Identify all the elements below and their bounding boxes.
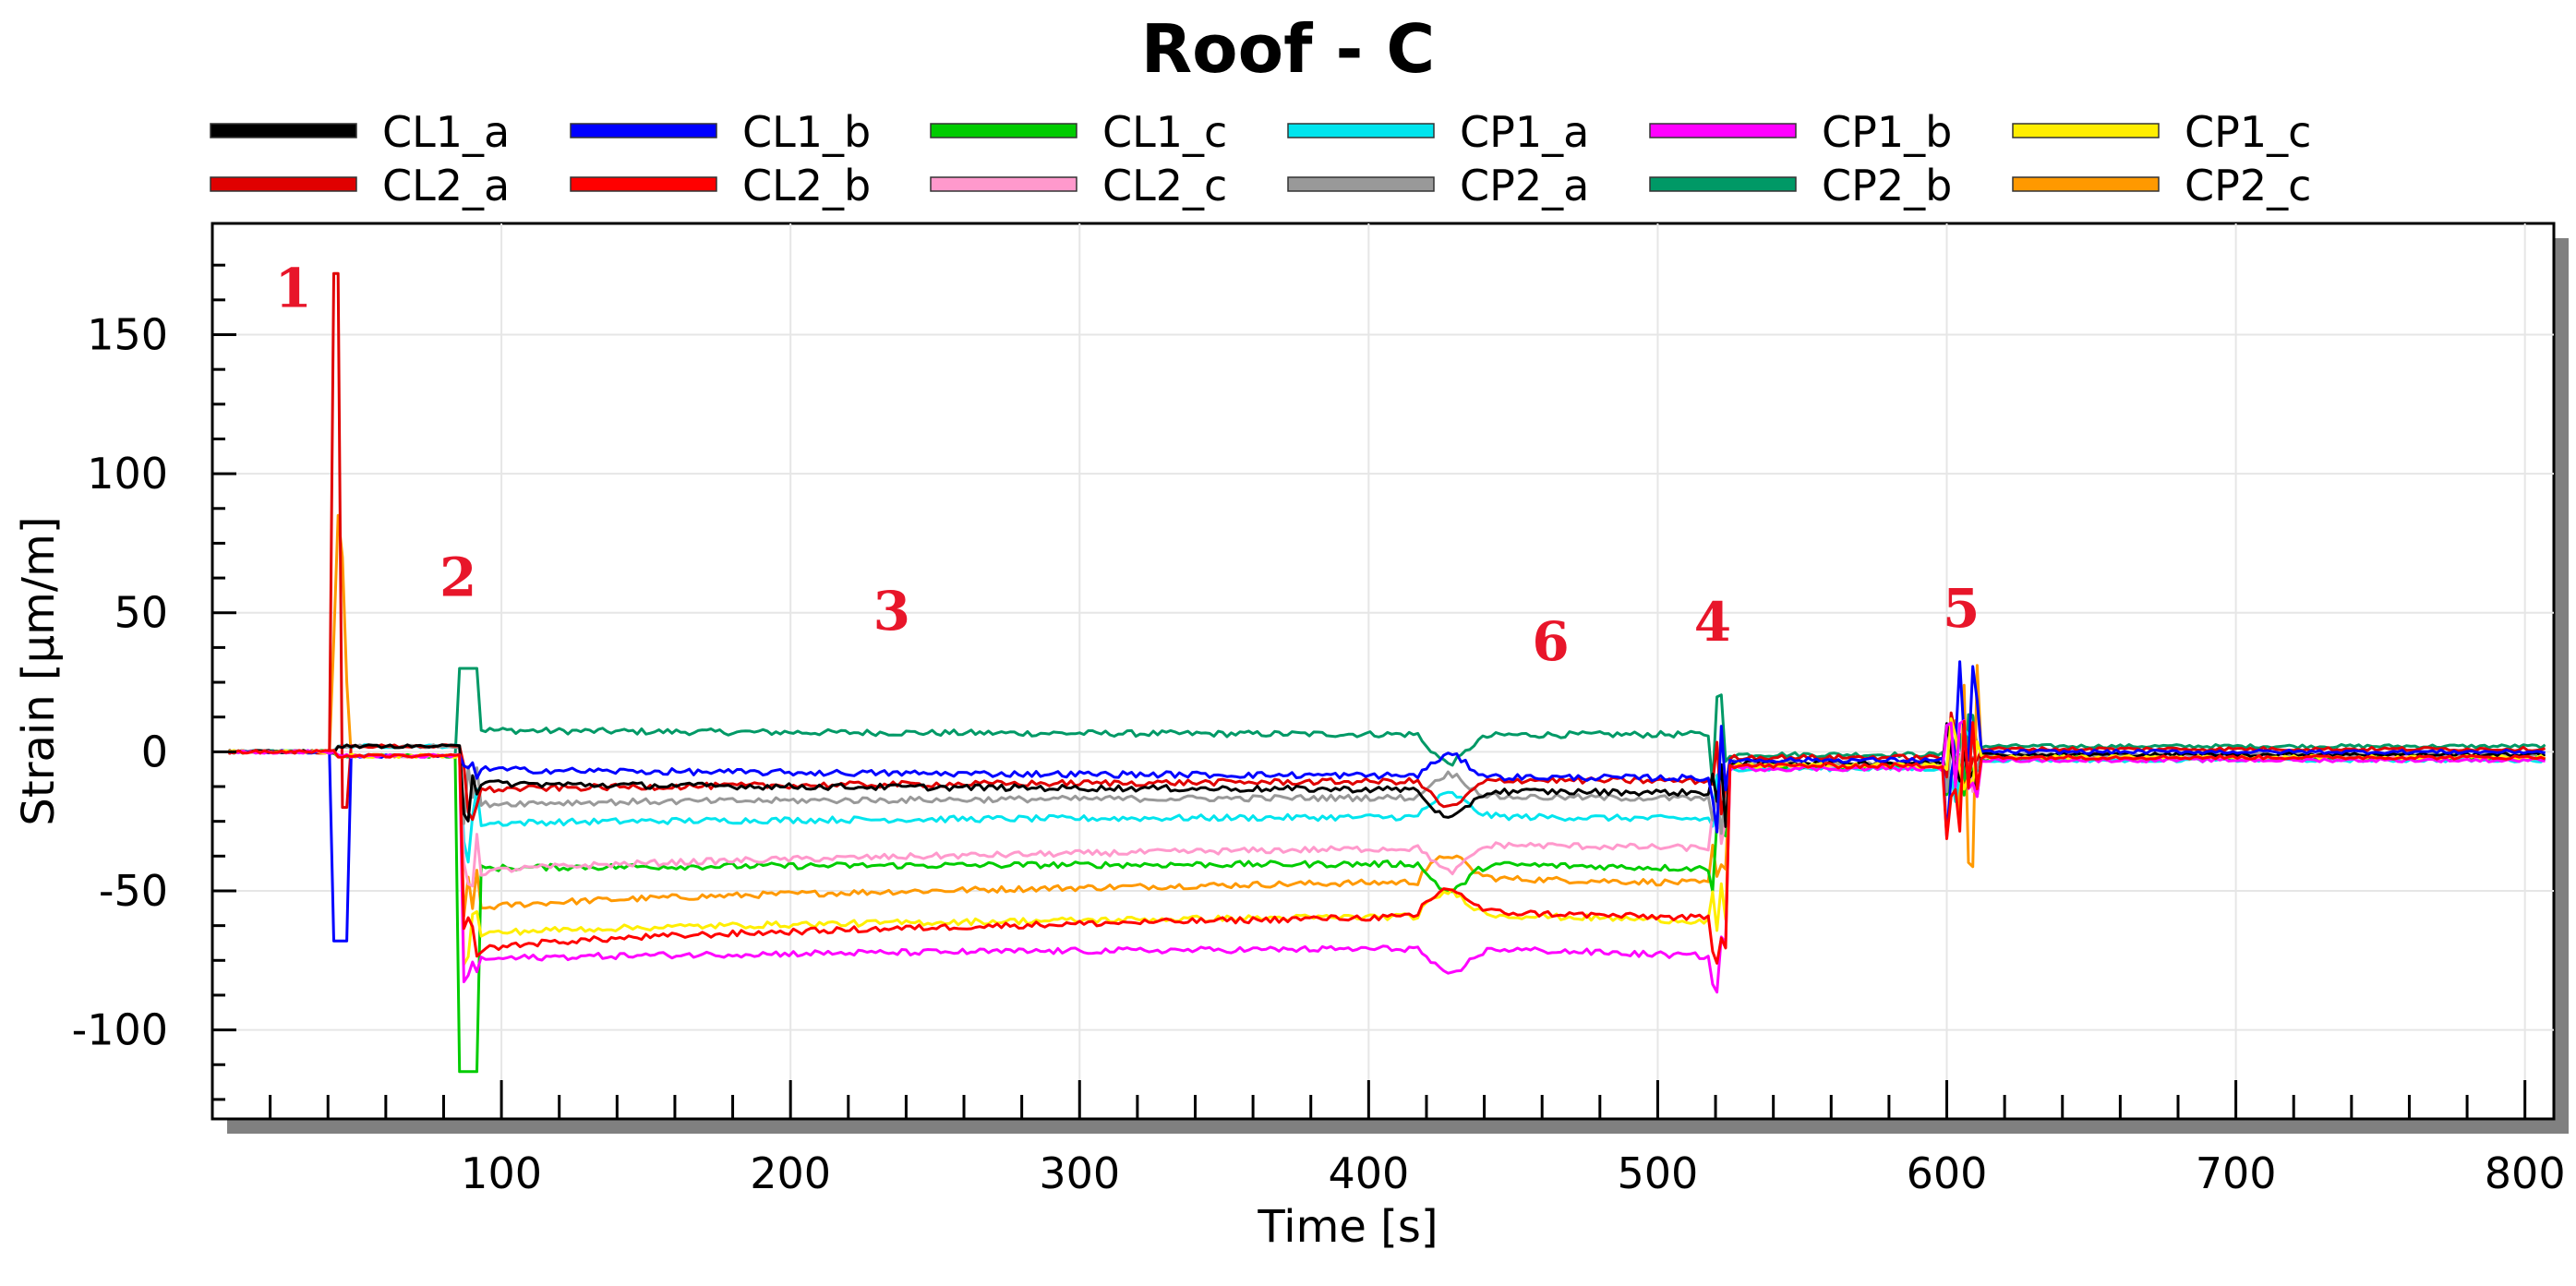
- x-tick-label: 600: [1907, 1148, 1988, 1198]
- series-line-CL1_a: [228, 722, 2546, 828]
- plot-area: [211, 222, 2556, 1121]
- legend-swatch-CP2_c: [2012, 176, 2160, 192]
- legend-label-CP2_c: CP2_c: [2185, 161, 2311, 210]
- y-tick-label: -50: [99, 866, 168, 916]
- x-tick-label: 300: [1039, 1148, 1120, 1198]
- y-axis-label: Strain [μm/m]: [13, 516, 65, 825]
- legend-label-CL1_b: CL1_b: [742, 107, 871, 157]
- annotation-3: 3: [873, 580, 910, 643]
- legend-label-CP1_b: CP1_b: [1822, 107, 1952, 157]
- y-tick-label: 150: [87, 309, 168, 359]
- legend-swatch-CP2_b: [1649, 176, 1797, 192]
- legend-swatch-CL1_b: [570, 123, 717, 138]
- legend-swatch-CL2_b: [570, 176, 717, 192]
- legend-swatch-CL1_a: [210, 123, 357, 138]
- legend-swatch-CP1_a: [1287, 123, 1435, 138]
- legend-swatch-CP1_c: [2012, 123, 2160, 138]
- series-group: [228, 271, 2546, 1074]
- x-tick-label: 800: [2485, 1148, 2566, 1198]
- annotation-2: 2: [439, 547, 476, 609]
- x-tick-label: 700: [2196, 1148, 2277, 1198]
- annotation-1: 1: [274, 257, 311, 319]
- legend-swatch-CL2_a: [210, 176, 357, 192]
- y-tick-label: 100: [87, 449, 168, 499]
- x-tick-label: 200: [750, 1148, 831, 1198]
- legend-label-CL2_c: CL2_c: [1102, 161, 1227, 210]
- x-axis-label: Time [s]: [1257, 1201, 1438, 1253]
- annotation-5: 5: [1943, 577, 1980, 640]
- legend-swatch-CL1_c: [930, 123, 1077, 138]
- x-tick-label: 500: [1618, 1148, 1699, 1198]
- legend-label-CP2_b: CP2_b: [1822, 161, 1952, 210]
- series-line-CL2_b: [228, 719, 2546, 965]
- annotation-4: 4: [1694, 591, 1731, 654]
- chart-title: Roof - C: [1141, 10, 1436, 88]
- legend-label-CL1_a: CL1_a: [382, 107, 510, 157]
- x-tick-label: 100: [461, 1148, 542, 1198]
- series-line-CL1_b: [228, 660, 2546, 943]
- legend-swatch-CP2_a: [1287, 176, 1435, 192]
- legend-swatch-CL2_c: [930, 176, 1077, 192]
- legend-label-CL1_c: CL1_c: [1102, 107, 1227, 157]
- y-tick-label: -100: [72, 1005, 168, 1055]
- legend: CL1_a CL1_b CL1_c CP1_a CP1_b CP1_c CL2_a CL2_b…: [210, 107, 2311, 210]
- axes: 100 200 300 400 500 600 700 800 -100 -50 0 50 100 150: [72, 263, 2566, 1198]
- y-tick-label: 50: [114, 588, 168, 638]
- legend-label-CL2_a: CL2_a: [382, 161, 510, 210]
- series-line-CP2_b: [228, 667, 2546, 787]
- legend-label-CL2_b: CL2_b: [742, 161, 871, 210]
- x-tick-label: 400: [1328, 1148, 1409, 1198]
- legend-swatch-CP1_b: [1649, 123, 1797, 138]
- annotations: 1 2 3 4 5 6: [274, 257, 1980, 673]
- y-tick-label: 0: [141, 727, 168, 776]
- legend-label-CP1_a: CP1_a: [1460, 107, 1589, 157]
- legend-label-CP1_c: CP1_c: [2185, 107, 2311, 157]
- series-line-CP1_b: [228, 719, 2546, 994]
- legend-label-CP2_a: CP2_a: [1460, 161, 1589, 210]
- annotation-6: 6: [1532, 610, 1569, 673]
